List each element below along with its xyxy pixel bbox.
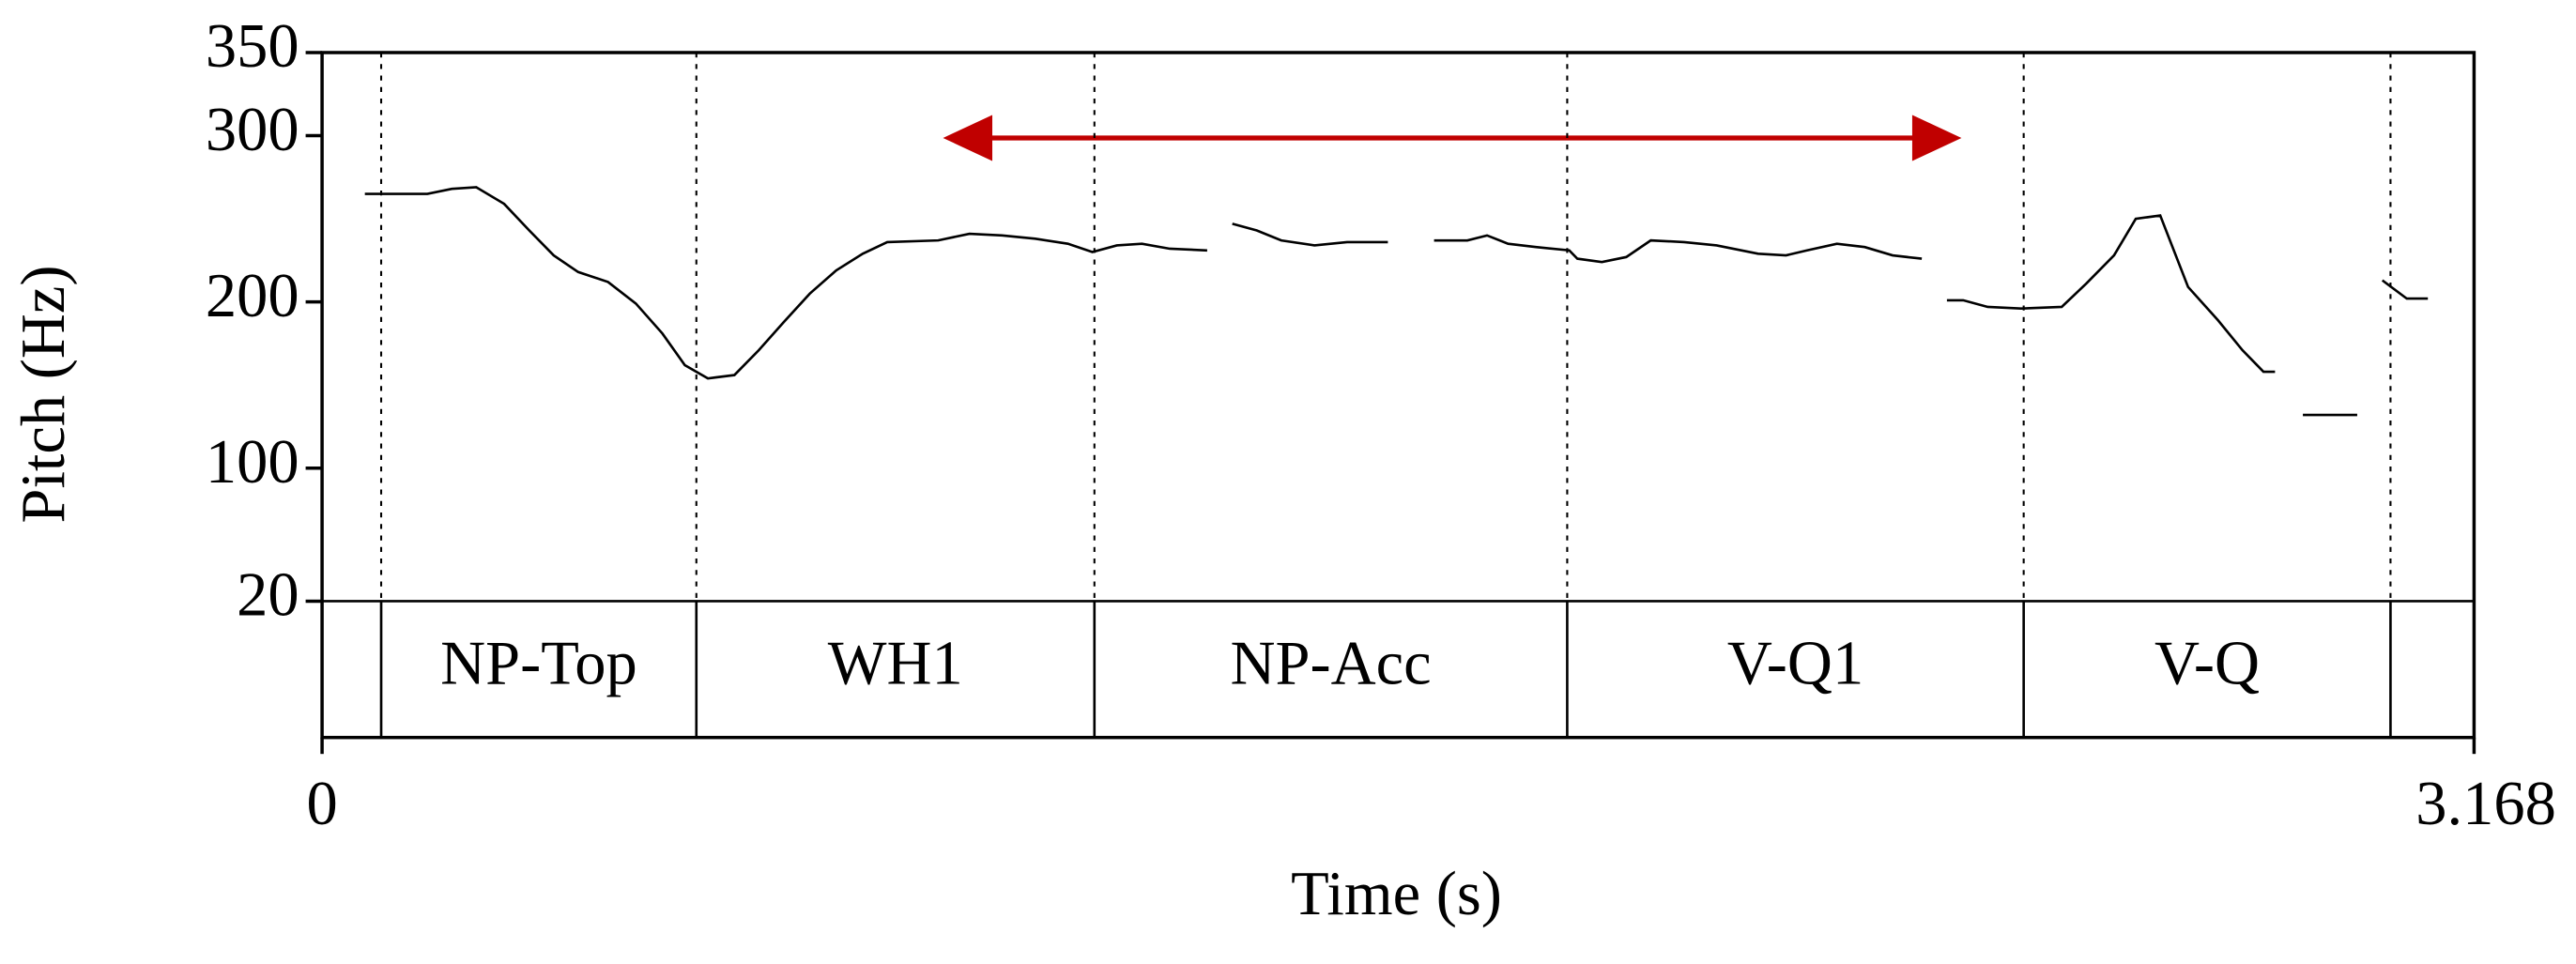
x-axis-title: Time (s) [1291,860,1502,928]
y-tick-label: 100 [206,428,299,497]
pitch-line [364,186,2429,417]
tier-label: WH1 [828,629,963,697]
tier-label: NP-Acc [1231,629,1432,697]
x-tick-label: 3.168 [2415,770,2556,838]
tier-label: V-Q1 [1727,629,1863,697]
y-tick-label: 200 [206,262,299,330]
y-tick-label: 350 [206,12,299,81]
y-tick-label: 300 [206,96,299,164]
range-arrow [943,115,1962,161]
y-axis-title: Pitch (Hz) [9,265,78,523]
y-tick-label: 20 [237,561,299,630]
x-tick-label: 0 [306,770,337,838]
arrow-head [1911,115,1962,161]
arrow-head [943,115,993,161]
tier-label: NP-Top [440,629,637,697]
plot-frame [320,51,2476,740]
tier-label: V-Q [2154,629,2260,697]
